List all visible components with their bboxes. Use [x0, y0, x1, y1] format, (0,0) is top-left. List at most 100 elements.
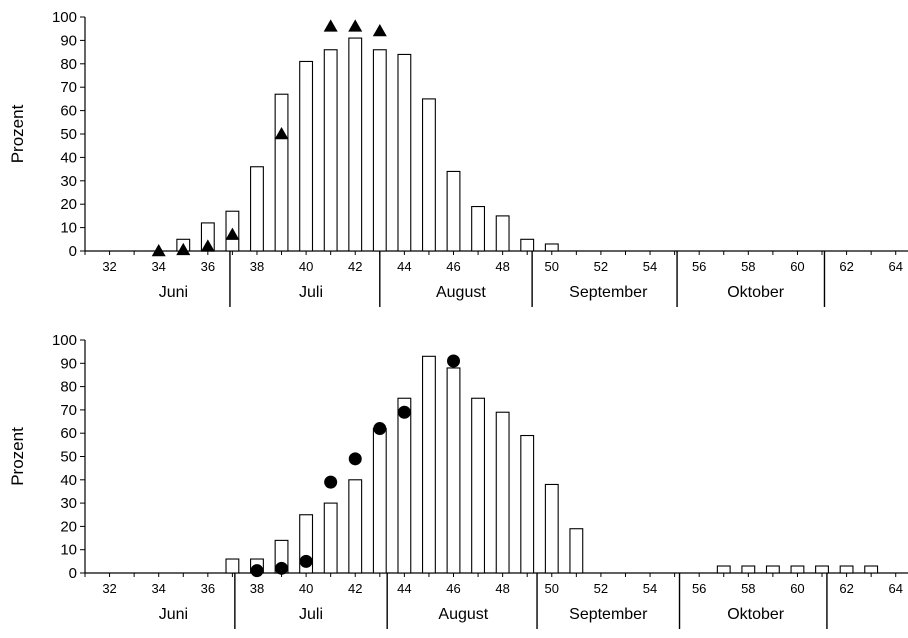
circle-marker — [324, 475, 338, 489]
x-tick-label: 56 — [692, 581, 706, 596]
x-tick-label: 52 — [594, 581, 608, 596]
x-tick-label: 64 — [888, 259, 902, 274]
bar — [323, 502, 338, 574]
bar — [790, 565, 805, 574]
x-tick-label: 46 — [446, 581, 460, 596]
circle-marker — [447, 354, 461, 368]
x-tick-label: 48 — [495, 581, 509, 596]
bar — [569, 528, 584, 574]
month-label: August — [438, 606, 488, 623]
y-tick-label: 90 — [60, 32, 77, 49]
y-tick-label: 100 — [52, 9, 77, 26]
month-label: August — [436, 284, 486, 301]
x-tick-label: 36 — [201, 259, 215, 274]
bar — [348, 479, 363, 574]
circle-marker — [373, 422, 387, 436]
y-tick-label: 60 — [60, 425, 77, 442]
x-tick-label: 36 — [201, 581, 215, 596]
x-tick-label: 34 — [151, 259, 165, 274]
x-tick-label: 38 — [250, 581, 264, 596]
bar — [471, 397, 486, 574]
bar — [372, 49, 387, 252]
y-tick-label: 30 — [60, 173, 77, 190]
x-tick-label: 62 — [839, 259, 853, 274]
y-axis-title: Prozent — [8, 104, 27, 163]
bar — [815, 565, 829, 574]
x-tick-label: 44 — [397, 259, 411, 274]
bar — [397, 53, 412, 252]
month-label: Juli — [299, 606, 323, 623]
x-tick-label: 58 — [741, 581, 755, 596]
chart-panel-2: 0 10 20 30 40 50 60 70 80 90 100 32 34 36 38 40 42 44 46 48… — [8, 332, 908, 629]
x-tick-label: 60 — [790, 581, 804, 596]
triangle-marker — [176, 242, 191, 256]
y-tick-label: 70 — [60, 402, 77, 419]
bar — [274, 93, 289, 252]
bar — [471, 205, 486, 252]
x-tick-label: 42 — [348, 259, 362, 274]
bar — [422, 355, 436, 574]
bar — [397, 397, 412, 574]
x-tick-label: 54 — [643, 581, 657, 596]
x-tick-label: 42 — [348, 581, 362, 596]
bar — [520, 238, 535, 252]
x-tick-label: 50 — [545, 581, 559, 596]
y-tick-label: 100 — [52, 332, 77, 349]
month-label: Juni — [159, 606, 188, 623]
month-label: September — [569, 606, 648, 623]
month-label: Juli — [299, 284, 323, 301]
bar — [741, 565, 756, 574]
circle-marker — [299, 554, 313, 568]
x-tick-label: 38 — [250, 259, 264, 274]
x-tick-label: 60 — [790, 259, 804, 274]
x-tick-label: 34 — [151, 581, 165, 596]
y-tick-label: 50 — [60, 449, 77, 466]
x-tick-label: 62 — [839, 581, 853, 596]
y-tick-label: 0 — [69, 565, 77, 582]
x-tick-label: 44 — [397, 581, 411, 596]
bar — [520, 434, 535, 574]
y-tick-label: 0 — [69, 243, 77, 260]
y-tick-label: 10 — [60, 542, 77, 559]
x-tick-label: 58 — [741, 259, 755, 274]
y-tick-label: 60 — [60, 103, 77, 120]
bar — [495, 411, 510, 574]
bar — [299, 60, 314, 252]
y-axis-title: Prozent — [8, 427, 27, 486]
triangle-marker — [323, 19, 338, 32]
x-tick-label: 48 — [495, 259, 509, 274]
circle-marker — [250, 564, 264, 578]
month-label: Juni — [159, 284, 188, 301]
y-tick-label: 90 — [60, 355, 77, 372]
bar — [422, 98, 436, 252]
y-tick-label: 70 — [60, 79, 77, 96]
y-tick-label: 80 — [60, 56, 77, 73]
x-tick-label: 32 — [102, 259, 116, 274]
x-tick-label: 46 — [446, 259, 460, 274]
bar — [225, 558, 240, 574]
bar — [250, 166, 264, 252]
y-tick-label: 40 — [60, 149, 77, 166]
x-tick-label: 32 — [102, 581, 116, 596]
y-tick-label: 80 — [60, 379, 77, 396]
bar — [839, 565, 854, 574]
triangle-marker — [225, 227, 240, 240]
triangle-marker — [200, 239, 215, 252]
circle-marker — [275, 561, 289, 575]
y-tick-label: 30 — [60, 495, 77, 512]
bar — [765, 565, 780, 574]
bar — [323, 49, 338, 252]
x-tick-label: 40 — [299, 581, 313, 596]
y-tick-label: 10 — [60, 220, 77, 237]
circle-marker — [397, 405, 411, 419]
x-tick-label: 64 — [888, 581, 902, 596]
bar — [446, 170, 461, 252]
month-label: Oktober — [727, 284, 785, 301]
triangle-marker — [274, 127, 289, 140]
bar — [544, 243, 559, 252]
y-tick-label: 40 — [60, 472, 77, 489]
month-label: September — [569, 284, 648, 301]
bar — [864, 565, 879, 574]
